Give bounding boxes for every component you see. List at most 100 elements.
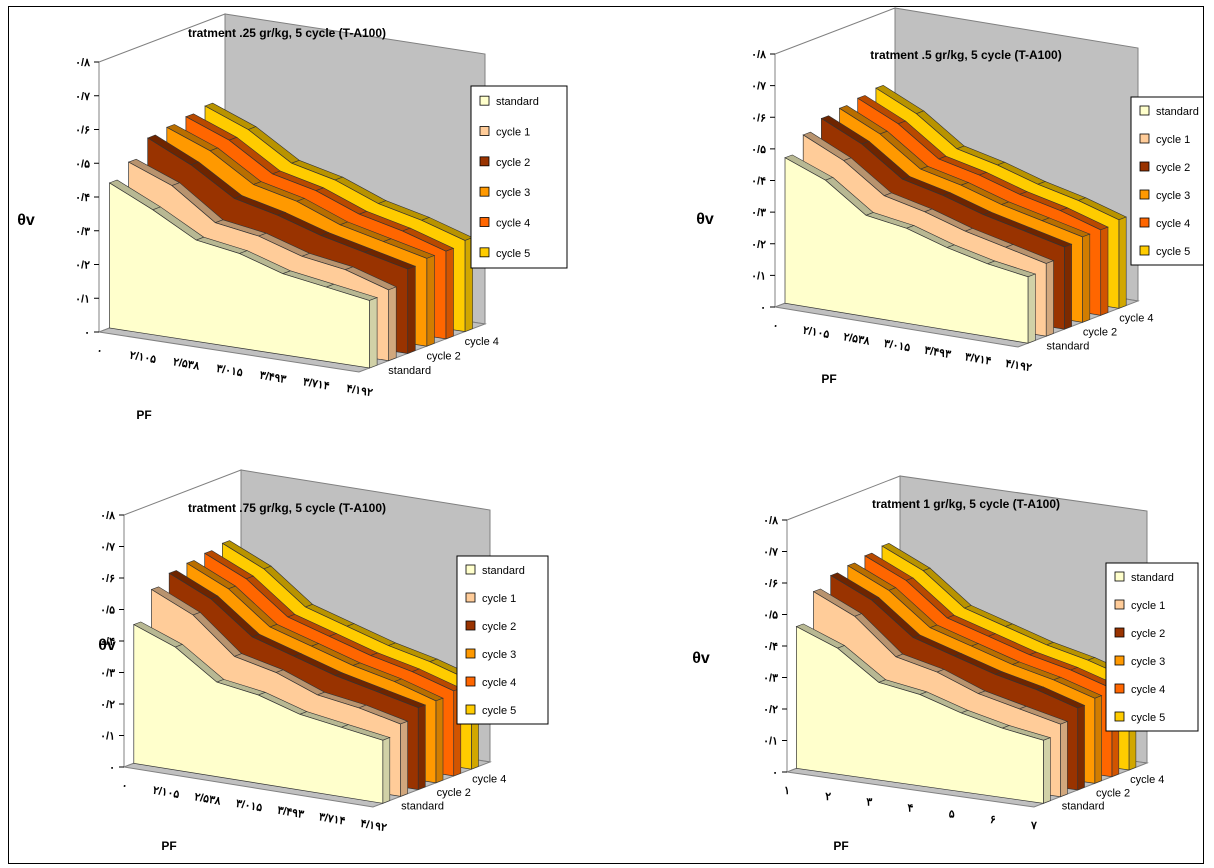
y-axis-label: θv xyxy=(692,650,710,667)
y-tick-label: ۰ xyxy=(84,327,90,339)
x-tick-label: ۲/۵۳۸ xyxy=(172,356,200,372)
legend-swatch xyxy=(466,621,475,630)
legend-box xyxy=(471,86,567,268)
y-tick-label: ۰/۳ xyxy=(751,207,766,219)
legend-label: standard xyxy=(1131,572,1174,584)
legend-label: cycle 1 xyxy=(1156,134,1190,146)
depth-axis-label: standard xyxy=(1062,801,1105,813)
y-tick-label: ۰/۲ xyxy=(75,260,90,272)
x-tick-label: ۲/۵۳۸ xyxy=(842,331,870,347)
y-tick-label: ۰/۵ xyxy=(751,144,766,156)
y-axis-label: θv xyxy=(696,211,714,228)
legend-label: cycle 1 xyxy=(482,593,516,605)
legend-label: cycle 5 xyxy=(1131,712,1165,724)
x-axis-label: PF xyxy=(821,372,836,386)
legend-swatch xyxy=(480,218,489,227)
y-tick-label: ۰/۶ xyxy=(100,573,115,585)
depth-axis-label: cycle 4 xyxy=(472,773,506,785)
y-tick-label: ۰/۴ xyxy=(763,641,778,653)
legend-label: standard xyxy=(496,96,539,108)
legend-swatch xyxy=(1140,134,1149,143)
x-tick-label: ۰ xyxy=(96,345,104,358)
y-tick-label: ۰/۲ xyxy=(763,704,778,716)
x-axis-label: PF xyxy=(161,839,176,853)
legend-swatch xyxy=(1140,246,1149,255)
x-tick-label: ۲/۱۰۵ xyxy=(152,784,180,800)
y-tick-label: ۰/۸ xyxy=(75,57,90,69)
area-end-face xyxy=(401,721,408,796)
area-end-face xyxy=(389,287,397,361)
area-end-face xyxy=(1046,261,1053,337)
legend-swatch xyxy=(480,96,489,105)
legend-label: cycle 5 xyxy=(482,705,516,717)
legend-label: cycle 4 xyxy=(1131,684,1165,696)
legend-label: cycle 1 xyxy=(1131,600,1165,612)
x-tick-label: ۴/۱۹۲ xyxy=(345,383,373,399)
depth-axis-label: cycle 2 xyxy=(426,351,460,363)
chart-title: tratment .75 gr/kg, 5 cycle (T-A100) xyxy=(188,501,386,515)
x-tick-label: ۳/۴۹۳ xyxy=(276,804,304,820)
y-tick-label: ۰/۱ xyxy=(763,736,778,748)
x-tick-label: ۷ xyxy=(1030,820,1037,832)
y-tick-label: ۰/۶ xyxy=(751,112,766,124)
y-tick-label: ۰/۵ xyxy=(75,158,90,170)
legend-swatch xyxy=(466,705,475,714)
legend-swatch xyxy=(1115,656,1124,665)
x-tick-label: ۲/۱۰۵ xyxy=(802,324,830,340)
y-tick-label: ۰/۸ xyxy=(751,49,766,61)
y-tick-label: ۰/۶ xyxy=(75,125,90,137)
legend: standard cycle 1 cycle 2 cycle 3 cycle 4 cycl… xyxy=(457,556,548,724)
x-tick-label: ۳/۰۱۵ xyxy=(883,338,911,354)
area-end-face xyxy=(1078,705,1085,790)
area-end-face xyxy=(436,698,443,783)
x-tick-label: ۰ xyxy=(121,780,129,793)
legend-swatch xyxy=(480,157,489,166)
legend-swatch xyxy=(466,649,475,658)
legend-label: cycle 2 xyxy=(1156,162,1190,174)
area-end-face xyxy=(1095,696,1102,784)
chart-panel-1: ۰ ۰/۱ ۰/۲ ۰/۳ ۰/۴ ۰/۵ ۰/۶ ۰/۷ ۰/۸ ۰ ۲/۱۰۵ ۲/۵۳۸ ۳/۰۱… xyxy=(17,14,567,422)
x-tick-label: ۳/۷۱۴ xyxy=(964,351,992,367)
y-tick-label: ۰/۱ xyxy=(75,293,90,305)
legend-swatch xyxy=(466,593,475,602)
legend-label: cycle 3 xyxy=(1156,190,1190,202)
y-tick-label: ۰/۵ xyxy=(100,605,115,617)
legend-label: cycle 4 xyxy=(496,218,530,230)
legend-swatch xyxy=(480,187,489,196)
area-end-face xyxy=(1101,227,1108,315)
area-end-face xyxy=(446,248,454,339)
x-tick-label: ۰ xyxy=(772,320,780,333)
charts-canvas: ۰ ۰/۱ ۰/۲ ۰/۳ ۰/۴ ۰/۵ ۰/۶ ۰/۷ ۰/۸ ۰ ۲/۱۰۵ ۲/۵۳۸ ۳/۰۱… xyxy=(9,7,1203,863)
x-tick-label: ۲/۱۰۵ xyxy=(129,349,157,365)
y-tick-label: ۰/۸ xyxy=(100,510,115,522)
area-end-face xyxy=(1061,722,1068,797)
y-tick-label: ۰/۶ xyxy=(763,578,778,590)
depth-axis-label: cycle 4 xyxy=(1119,313,1153,325)
depth-axis-label: standard xyxy=(401,801,444,813)
y-tick-label: ۰/۷ xyxy=(100,542,115,554)
chart-title: tratment 1 gr/kg, 5 cycle (T-A100) xyxy=(872,497,1060,511)
y-tick-label: ۰ xyxy=(760,302,766,314)
legend-label: cycle 2 xyxy=(1131,628,1165,640)
chart-panel-4: ۰ ۰/۱ ۰/۲ ۰/۳ ۰/۴ ۰/۵ ۰/۶ ۰/۷ ۰/۸ ۱ ۲ ۳ ۴ ۵ ۶ ۷ standard… xyxy=(692,476,1198,853)
area-end-face xyxy=(408,266,416,353)
x-tick-label: ۵ xyxy=(949,808,955,820)
legend-label: cycle 4 xyxy=(482,677,516,689)
legend-swatch xyxy=(1115,600,1124,609)
area-end-face xyxy=(1043,738,1050,804)
x-tick-label: ۳/۰۱۵ xyxy=(215,363,243,379)
legend: standard cycle 1 cycle 2 cycle 3 cycle 4 cycl… xyxy=(1131,97,1203,265)
x-tick-label: ۶ xyxy=(990,814,996,826)
legend-swatch xyxy=(1115,628,1124,637)
legend-label: standard xyxy=(482,565,525,577)
depth-axis-label: standard xyxy=(1047,340,1090,352)
x-axis-label: PF xyxy=(136,408,151,422)
legend-label: cycle 3 xyxy=(482,649,516,661)
legend-swatch xyxy=(1115,684,1124,693)
chart-panel-2: ۰ ۰/۱ ۰/۲ ۰/۳ ۰/۴ ۰/۵ ۰/۶ ۰/۷ ۰/۸ ۰ ۲/۱۰۵ ۲/۵۳۸ ۳/۰۱… xyxy=(696,8,1203,386)
y-tick-label: ۰/۸ xyxy=(763,515,778,527)
y-tick-label: ۰/۴ xyxy=(75,192,90,204)
legend-swatch xyxy=(1140,106,1149,115)
figure-frame: ۰ ۰/۱ ۰/۲ ۰/۳ ۰/۴ ۰/۵ ۰/۶ ۰/۷ ۰/۸ ۰ ۲/۱۰۵ ۲/۵۳۸ ۳/۰۱… xyxy=(8,6,1204,864)
legend-label: cycle 5 xyxy=(1156,246,1190,258)
